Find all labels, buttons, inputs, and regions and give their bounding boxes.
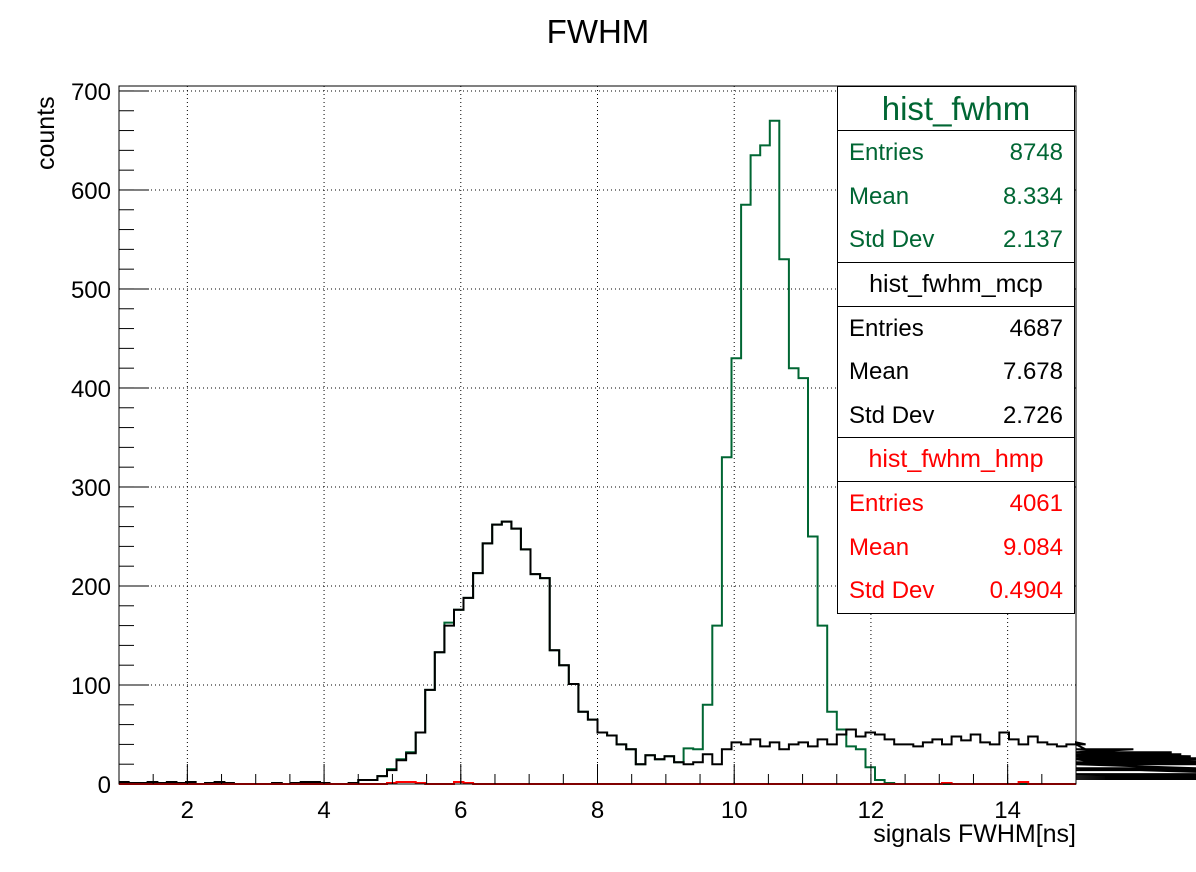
- stats-label: Mean: [849, 358, 910, 385]
- x-tick-label: 2: [181, 797, 194, 824]
- y-axis-label: counts: [32, 96, 60, 170]
- stats-block-hist-fwhm-mcp: Entries 4687 Mean 7.678 Std Dev 2.726: [838, 307, 1074, 438]
- y-tick-label: 300: [71, 475, 111, 502]
- stats-label: Entries: [849, 490, 924, 517]
- y-tick-label: 400: [71, 376, 111, 403]
- stats-block-hist-fwhm-hmp: Entries 4061 Mean 9.084 Std Dev 0.4904: [838, 482, 1074, 613]
- y-tick-label: 600: [71, 178, 111, 205]
- y-tick-label: 100: [71, 673, 111, 700]
- stats-value: 2.726: [1002, 401, 1063, 429]
- stats-value: 8748: [1009, 139, 1063, 166]
- x-tick-label: 8: [591, 797, 604, 824]
- axis-ticks: [118, 90, 1077, 785]
- y-tick-label: 0: [98, 772, 111, 799]
- stats-label: Entries: [849, 314, 924, 342]
- stats-value: 0.4904: [989, 577, 1063, 604]
- x-tick-label: 12: [858, 797, 885, 824]
- stats-block-hist-fwhm: Entries 8748 Mean 8.334 Std Dev 2.137: [838, 131, 1074, 263]
- x-tick-label: 14: [994, 797, 1021, 824]
- y-tick-label: 200: [71, 574, 111, 601]
- stats-label: Mean: [849, 533, 910, 561]
- stats-title-hist-fwhm-hmp: hist_fwhm_hmp: [838, 438, 1074, 482]
- tick-labels: 2 4 6 8 10 12 14 0 100 200 300 400 500 600 700: [71, 79, 1021, 824]
- x-tick-label: 6: [454, 797, 467, 824]
- y-tick-label: 700: [71, 79, 111, 106]
- x-tick-label: 4: [317, 797, 330, 824]
- x-axis-label: signals FWHM[ns]: [873, 820, 1076, 848]
- x-tick-label: 10: [721, 797, 748, 824]
- stats-label: Std Dev: [849, 226, 935, 253]
- stats-value: 7.678: [1002, 358, 1063, 385]
- stats-value: 4061: [1009, 490, 1063, 517]
- stats-title-hist-fwhm: hist_fwhm: [838, 87, 1074, 131]
- chart-title: FWHM: [547, 13, 650, 50]
- stats-value: 4687: [1009, 314, 1063, 342]
- stats-legend: hist_fwhm Entries 8748 Mean 8.334 Std Dev 2…: [837, 86, 1075, 614]
- stats-label: Mean: [849, 182, 910, 210]
- stats-value: 9.084: [1002, 533, 1063, 561]
- y-tick-label: 500: [71, 277, 111, 304]
- stats-value: 2.137: [1002, 226, 1063, 253]
- stats-label: Std Dev: [849, 577, 935, 604]
- stats-label: Std Dev: [849, 401, 935, 429]
- stats-label: Entries: [849, 139, 924, 166]
- stats-value: 8.334: [1002, 182, 1063, 210]
- stats-title-hist-fwhm-mcp: hist_fwhm_mcp: [838, 263, 1074, 307]
